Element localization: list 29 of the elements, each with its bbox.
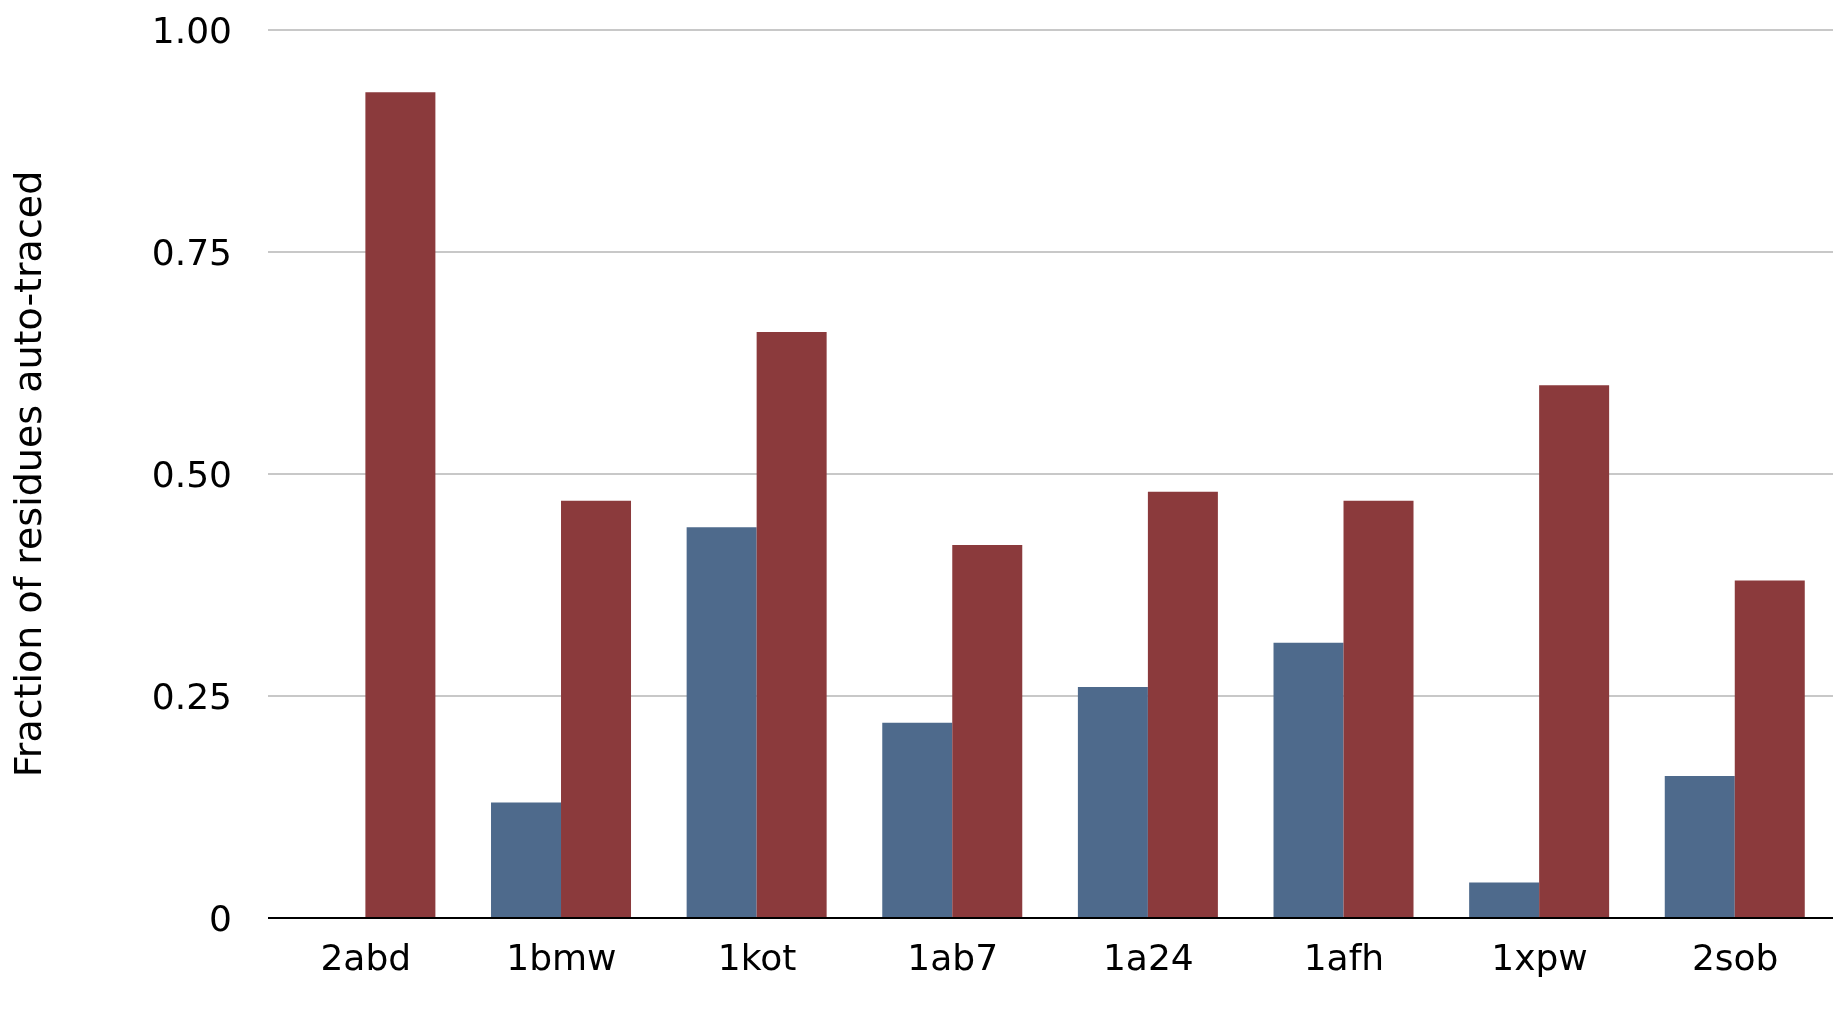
bar — [882, 722, 953, 918]
x-tick-label: 1afh — [1303, 936, 1385, 978]
bar — [756, 331, 827, 918]
y-tick-label: 0 — [209, 897, 232, 939]
bar — [1273, 642, 1344, 918]
bar — [1734, 580, 1805, 918]
bar — [686, 527, 757, 918]
bar — [1539, 385, 1610, 918]
bar — [1147, 491, 1218, 918]
y-tick-label: 0.75 — [151, 231, 232, 273]
bar — [952, 545, 1023, 918]
x-tick-label: 2abd — [320, 936, 412, 978]
y-tick-label: 0.25 — [151, 675, 232, 717]
bar — [1343, 500, 1414, 918]
bar — [561, 500, 632, 918]
y-tick-label: 0.50 — [151, 453, 232, 495]
y-tick-label: 1.00 — [151, 9, 232, 51]
x-tick-label: 1a24 — [1102, 936, 1194, 978]
x-tick-label: 1ab7 — [907, 936, 999, 978]
x-tick-label: 1kot — [717, 936, 797, 978]
x-tick-label: 1bmw — [506, 936, 617, 978]
y-axis-title: Fraction of residues auto-traced — [6, 170, 51, 778]
bar — [1664, 775, 1735, 918]
bar — [1469, 882, 1540, 918]
x-tick-label: 2sob — [1691, 936, 1779, 978]
bar — [365, 92, 436, 918]
bar — [1077, 687, 1148, 918]
x-tick-label: 1xpw — [1491, 936, 1588, 978]
bar — [491, 802, 562, 918]
